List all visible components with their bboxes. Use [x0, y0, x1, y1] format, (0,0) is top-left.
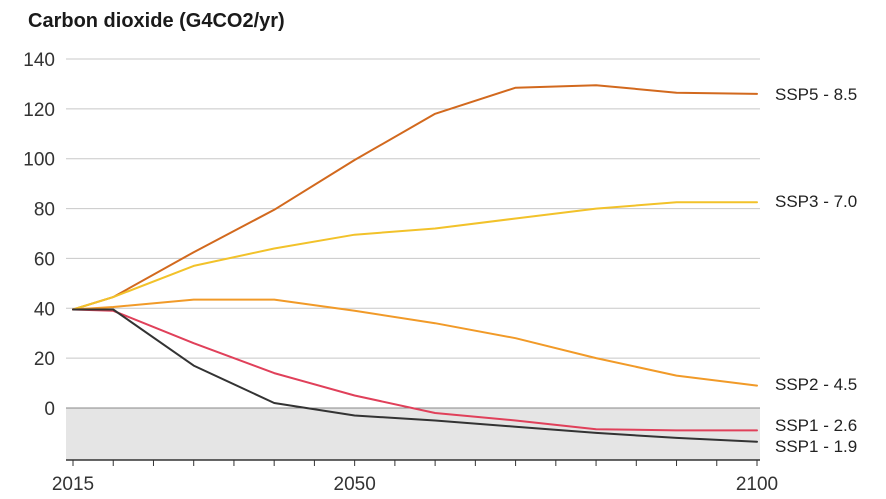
series-line-3 — [72, 308, 758, 432]
chart-title: Carbon dioxide (G4CO2/yr) — [28, 10, 285, 32]
y-tick-label-20: 20 — [34, 349, 55, 370]
y-tick-label-100: 100 — [23, 150, 55, 171]
series-label-3: SSP1 - 2.6 — [775, 416, 857, 435]
y-tick-label-120: 120 — [23, 100, 55, 121]
series-label-1: SSP3 - 7.0 — [775, 192, 857, 211]
y-tick-label-0: 0 — [44, 399, 55, 420]
series-line-2 — [72, 298, 758, 387]
y-tick-label-60: 60 — [34, 249, 55, 270]
y-tick-label-40: 40 — [34, 299, 55, 320]
series-line-1 — [72, 201, 758, 311]
x-tick-label-2100: 2100 — [736, 474, 778, 495]
x-tick-label-2015: 2015 — [52, 474, 94, 495]
y-tick-label-140: 140 — [23, 50, 55, 71]
negative-region — [66, 408, 760, 460]
series-line-0 — [72, 84, 758, 311]
x-tick-label-2050: 2050 — [334, 474, 376, 495]
series-label-0: SSP5 - 8.5 — [775, 85, 857, 104]
y-tick-label-80: 80 — [34, 200, 55, 221]
series-label-4: SSP1 - 1.9 — [775, 437, 857, 456]
series-line-4 — [72, 308, 758, 443]
series-label-2: SSP2 - 4.5 — [775, 375, 857, 394]
